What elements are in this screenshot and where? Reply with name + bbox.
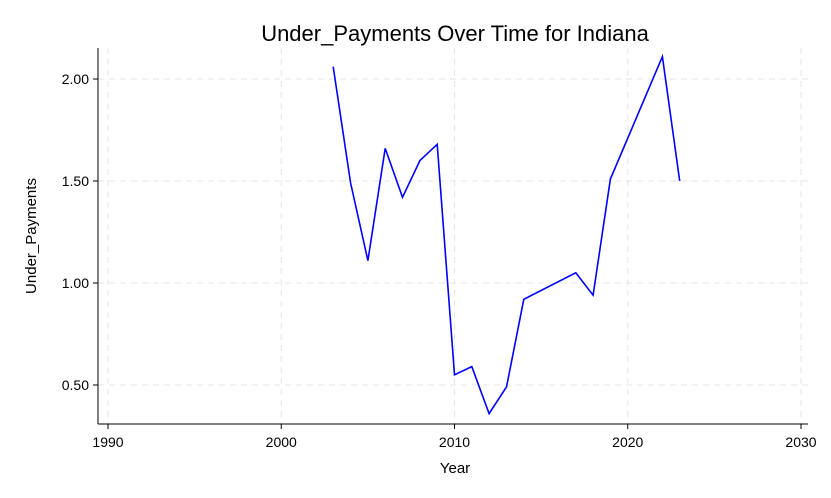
- x-tick-label: 2000: [266, 434, 297, 450]
- x-tick-label: 1990: [92, 434, 123, 450]
- axes: [93, 48, 808, 429]
- y-tick-label: 2.00: [62, 71, 89, 87]
- grid-lines: [98, 48, 808, 424]
- x-axis-label: Year: [440, 460, 470, 477]
- series-line: [332, 53, 681, 416]
- y-tick-label: 1.00: [62, 275, 89, 291]
- y-axis-label: Under_Payments: [23, 178, 40, 294]
- y-tick-label: 0.50: [62, 377, 89, 393]
- x-tick-label: 2020: [612, 434, 643, 450]
- tick-labels: 1990 2000 2010 2020 2030 0.50 1.00 1.50 2.00: [62, 71, 817, 450]
- y-tick-label: 1.50: [62, 173, 89, 189]
- series-group: [332, 53, 681, 416]
- x-tick-label: 2030: [785, 434, 816, 450]
- chart-title: Under_Payments Over Time for Indiana: [261, 21, 649, 46]
- x-tick-label: 2010: [439, 434, 470, 450]
